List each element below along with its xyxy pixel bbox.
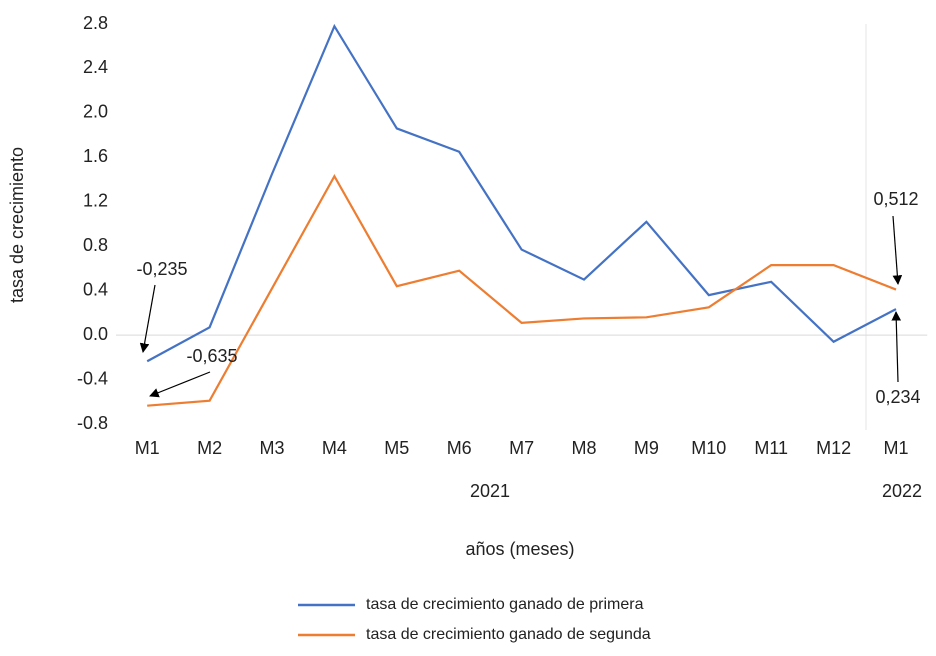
x-tick-label: M12 <box>816 438 851 458</box>
x-tick-label: M4 <box>322 438 347 458</box>
x-tick-label: M6 <box>447 438 472 458</box>
y-tick-label: 2.4 <box>83 57 108 77</box>
series-line <box>147 173 897 407</box>
y-axis-title: tasa de crecimiento <box>7 147 27 303</box>
y-tick-label: 1.2 <box>83 191 108 211</box>
annotation-arrow <box>139 284 156 353</box>
x-tick-label: M9 <box>634 438 659 458</box>
y-tick-label: 0.8 <box>83 235 108 255</box>
annotation: 0,234 <box>875 387 920 407</box>
x-tick-label: M2 <box>197 438 222 458</box>
annotation: -0,635 <box>186 346 237 366</box>
annotation-arrow <box>149 371 211 398</box>
x-tick-label: M11 <box>754 438 788 458</box>
x-group-label: 2021 <box>470 481 510 501</box>
x-axis-title: años (meses) <box>465 539 574 559</box>
x-tick-label: M3 <box>259 438 284 458</box>
legend-label: tasa de crecimiento ganado de primera <box>366 596 644 613</box>
y-tick-label: 2.0 <box>83 102 108 122</box>
legend-label: tasa de crecimiento ganado de segunda <box>366 626 651 643</box>
annotation-arrow <box>891 311 902 383</box>
x-tick-label: M10 <box>691 438 726 458</box>
y-tick-label: 0.4 <box>83 279 108 299</box>
y-tick-label: 1.6 <box>83 146 108 166</box>
y-tick-label: -0.8 <box>77 413 108 433</box>
series-line <box>146 23 897 363</box>
annotation-arrow <box>892 215 903 285</box>
x-tick-label: M1 <box>883 438 908 458</box>
annotation: 0,512 <box>873 189 918 209</box>
x-tick-label: M7 <box>509 438 534 458</box>
y-tick-label: 0.0 <box>83 324 108 344</box>
x-tick-label: M5 <box>384 438 409 458</box>
x-group-label: 2022 <box>882 481 922 501</box>
y-tick-label: -0.4 <box>77 368 108 388</box>
annotation: -0,235 <box>136 259 187 279</box>
y-tick-label: 2.8 <box>83 13 108 33</box>
x-tick-label: M8 <box>571 438 596 458</box>
x-tick-label: M1 <box>135 438 160 458</box>
